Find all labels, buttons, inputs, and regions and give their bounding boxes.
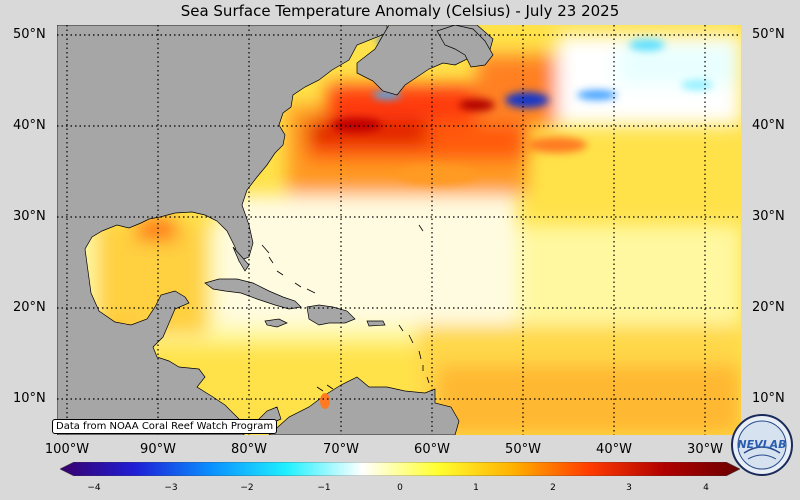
puerto-rico-land bbox=[366, 320, 386, 327]
florida-land bbox=[232, 246, 250, 272]
lon-label-90w: 90°W bbox=[140, 442, 176, 457]
colorbar-tick-minus3: −3 bbox=[164, 483, 178, 493]
colorbar-tick-0: 0 bbox=[397, 483, 403, 493]
lon-label-50w: 50°W bbox=[505, 442, 541, 457]
hispaniola-land bbox=[306, 304, 356, 326]
nevlab-logo: NEVLAB bbox=[731, 414, 793, 476]
lat-label-right-40n: 40°N bbox=[752, 118, 785, 133]
north-america-land bbox=[57, 25, 388, 435]
colorbar-gradient bbox=[60, 462, 740, 476]
small-islands bbox=[261, 224, 430, 392]
sst-anomaly-map bbox=[57, 25, 741, 435]
data-source-note: Data from NOAA Coral Reef Watch Program bbox=[52, 419, 278, 434]
cuba-land bbox=[204, 278, 302, 310]
map-title: Sea Surface Temperature Anomaly (Celsius… bbox=[180, 2, 620, 20]
land-masses bbox=[57, 25, 494, 435]
colorbar-tick-2: 2 bbox=[550, 483, 556, 493]
lat-label-30n: 30°N bbox=[13, 209, 46, 224]
jamaica-land bbox=[264, 318, 288, 328]
colorbar-tick-minus2: −2 bbox=[240, 483, 254, 493]
lat-label-10n: 10°N bbox=[13, 391, 46, 406]
lat-label-right-10n: 10°N bbox=[752, 391, 785, 406]
graticule bbox=[57, 25, 741, 435]
south-america-land bbox=[268, 376, 460, 435]
lon-label-100w: 100°W bbox=[44, 442, 90, 457]
lat-label-20n: 20°N bbox=[13, 300, 46, 315]
lat-label-40n: 40°N bbox=[13, 118, 46, 133]
colorbar-tick-minus4: −4 bbox=[87, 483, 101, 493]
logo-text: NEVLAB bbox=[737, 438, 786, 451]
lon-label-70w: 70°W bbox=[323, 442, 359, 457]
lon-label-60w: 60°W bbox=[414, 442, 450, 457]
lat-label-50n: 50°N bbox=[13, 27, 46, 42]
lon-label-30w: 30°W bbox=[687, 442, 723, 457]
newfoundland-land bbox=[436, 25, 494, 68]
colorbar-tick-minus1: −1 bbox=[317, 483, 331, 493]
colorbar bbox=[60, 462, 740, 476]
colorbar-tick-4: 4 bbox=[703, 483, 709, 493]
lat-label-right-30n: 30°N bbox=[752, 209, 785, 224]
lon-label-80w: 80°W bbox=[231, 442, 267, 457]
colorbar-tick-1: 1 bbox=[473, 483, 479, 493]
warm-patch bbox=[320, 393, 330, 409]
lon-label-40w: 40°W bbox=[596, 442, 632, 457]
colorbar-tick-3: 3 bbox=[626, 483, 632, 493]
lat-label-right-50n: 50°N bbox=[752, 27, 785, 42]
lat-label-right-20n: 20°N bbox=[752, 300, 785, 315]
